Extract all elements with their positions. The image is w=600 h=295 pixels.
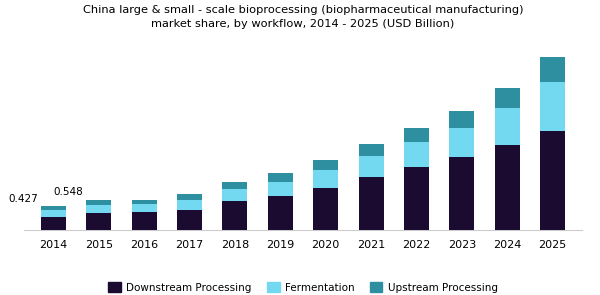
Bar: [41, 206, 66, 210]
Bar: [404, 142, 429, 167]
Bar: [223, 189, 247, 201]
Bar: [494, 108, 520, 145]
Bar: [449, 157, 474, 230]
Bar: [404, 128, 429, 142]
Bar: [313, 170, 338, 188]
Bar: [132, 200, 157, 204]
Bar: [86, 213, 112, 230]
Bar: [449, 111, 474, 128]
Bar: [86, 205, 112, 213]
Text: 0.548: 0.548: [53, 187, 83, 197]
Bar: [540, 57, 565, 82]
Bar: [540, 130, 565, 230]
Bar: [86, 200, 112, 205]
Bar: [449, 128, 474, 157]
Bar: [268, 173, 293, 182]
Bar: [223, 201, 247, 230]
Text: 0.427: 0.427: [8, 194, 38, 204]
Bar: [223, 182, 247, 189]
Bar: [132, 204, 157, 212]
Title: China large & small - scale bioprocessing (biopharmaceutical manufacturing)
mark: China large & small - scale bioprocessin…: [83, 5, 523, 29]
Bar: [540, 82, 565, 130]
Bar: [313, 188, 338, 230]
Legend: Downstream Processing, Fermentation, Upstream Processing: Downstream Processing, Fermentation, Ups…: [104, 278, 502, 295]
Bar: [41, 217, 66, 230]
Bar: [41, 210, 66, 217]
Bar: [404, 167, 429, 230]
Bar: [359, 177, 383, 230]
Bar: [313, 160, 338, 170]
Bar: [359, 156, 383, 177]
Bar: [494, 88, 520, 108]
Bar: [177, 200, 202, 210]
Bar: [177, 210, 202, 230]
Bar: [268, 182, 293, 196]
Bar: [132, 212, 157, 230]
Bar: [177, 194, 202, 200]
Bar: [494, 145, 520, 230]
Bar: [359, 144, 383, 156]
Bar: [268, 196, 293, 230]
